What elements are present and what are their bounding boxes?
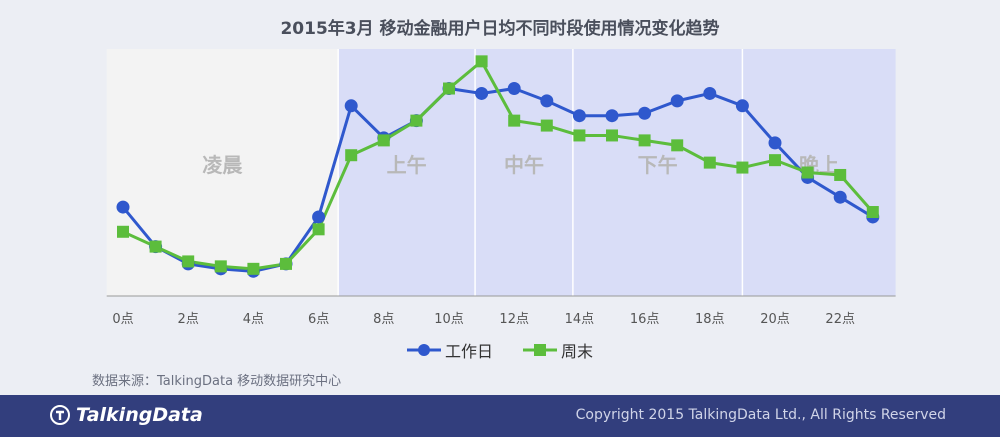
- data-point-weekend: [475, 55, 488, 68]
- region-label: 凌晨: [202, 153, 243, 177]
- x-tick-label: 20点: [760, 312, 790, 327]
- legend-label-workday: 工作日: [444, 342, 493, 361]
- data-point-weekend: [769, 154, 781, 167]
- workday-legend-icon: [406, 344, 441, 356]
- talkingdata-logo: TalkingData: [50, 404, 203, 426]
- x-tick-label: 12点: [499, 312, 529, 327]
- x-axis: 0点 2点 4点 6点 8点 10点 12点 14点 16点 18点 20点 22点: [106, 295, 896, 327]
- chart-title: 2015年3月 移动金融用户日均不同时段使用情况变化趋势: [280, 19, 720, 39]
- data-point-weekend: [866, 206, 879, 219]
- weekend-legend-icon: [523, 344, 557, 356]
- data-point-weekend: [638, 134, 651, 147]
- copyright-text: Copyright 2015 TalkingData Ltd., All Rig…: [575, 407, 946, 423]
- x-tick-label: 0点: [112, 312, 133, 327]
- data-point-weekend: [703, 156, 716, 169]
- legend-item-weekend[interactable]: 周末: [523, 338, 593, 362]
- data-point-workday: [507, 82, 521, 96]
- data-point-workday: [605, 109, 619, 123]
- line-chart: 凌晨 上午 中午 下午 晚上 0点 2点 4点 6点 8点 10点 12点 14点 16点 18点 20点 2…: [106, 49, 896, 327]
- data-point-weekend: [345, 149, 358, 162]
- data-point-weekend: [377, 134, 390, 147]
- data-point-weekend: [247, 262, 260, 275]
- x-tick-label: 6点: [308, 312, 329, 327]
- data-point-weekend: [573, 129, 586, 142]
- data-point-weekend: [540, 119, 553, 132]
- data-point-workday: [670, 94, 684, 108]
- data-point-workday: [638, 106, 652, 120]
- x-tick-label: 10点: [434, 312, 464, 327]
- x-tick-label: 4点: [243, 312, 264, 327]
- data-point-workday: [768, 136, 782, 150]
- x-tick-label: 8点: [373, 312, 394, 327]
- data-point-weekend: [508, 114, 521, 127]
- time-regions: [106, 49, 896, 296]
- data-point-weekend: [149, 240, 162, 253]
- region-label: 中午: [504, 153, 544, 177]
- data-point-workday: [735, 99, 749, 113]
- legend: 工作日 周末: [0, 338, 1000, 362]
- x-tick-label: 14点: [565, 312, 595, 327]
- data-point-weekend: [834, 168, 847, 181]
- series-markers: [116, 55, 880, 278]
- data-point-workday: [572, 109, 586, 123]
- data-point-workday: [475, 86, 489, 100]
- region-label: 上午: [387, 153, 427, 177]
- x-tick-label: 22点: [825, 312, 855, 327]
- legend-label-weekend: 周末: [561, 342, 594, 361]
- data-point-workday: [703, 86, 717, 100]
- x-tick-label: 2点: [178, 312, 199, 327]
- data-point-weekend: [443, 82, 455, 95]
- data-point-weekend: [671, 139, 684, 152]
- data-point-weekend: [736, 161, 749, 174]
- x-tick-label: 16点: [630, 312, 660, 327]
- data-point-workday: [116, 200, 130, 214]
- data-point-weekend: [182, 255, 195, 268]
- data-point-workday: [833, 190, 847, 204]
- data-point-weekend: [410, 114, 423, 127]
- data-point-workday: [312, 210, 326, 224]
- data-point-weekend: [117, 225, 129, 238]
- logo-text: TalkingData: [76, 404, 203, 426]
- data-point-weekend: [280, 257, 292, 270]
- x-tick-label: 18点: [695, 312, 725, 327]
- data-point-workday: [540, 94, 554, 108]
- data-point-weekend: [214, 260, 227, 273]
- region-2: [475, 49, 573, 296]
- data-source: 数据来源：TalkingData 移动数据研究中心: [92, 374, 342, 389]
- region-0: [106, 49, 339, 296]
- data-point-weekend: [606, 129, 618, 142]
- data-point-weekend: [312, 223, 325, 236]
- data-point-weekend: [801, 166, 814, 179]
- region-label: 下午: [638, 153, 678, 177]
- legend-item-workday[interactable]: 工作日: [406, 338, 493, 362]
- footer-bar: TalkingData Copyright 2015 TalkingData L…: [0, 395, 1000, 437]
- data-point-workday: [344, 99, 358, 113]
- logo-icon: [50, 405, 70, 425]
